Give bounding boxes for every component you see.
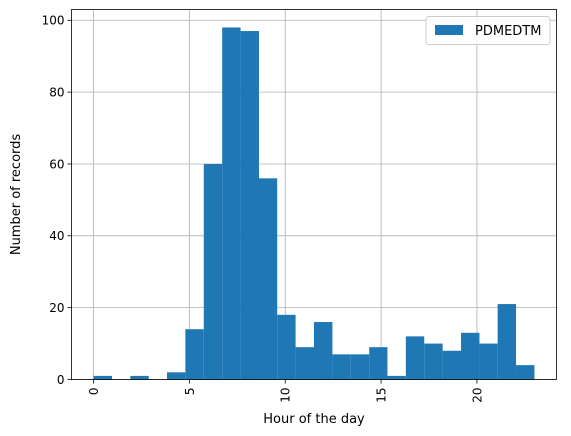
histogram-bar	[130, 375, 149, 380]
histogram-bar	[387, 375, 406, 380]
histogram-bar	[203, 163, 223, 380]
histogram-bar	[332, 354, 351, 380]
legend-swatch	[435, 25, 463, 35]
histogram-bar	[240, 31, 259, 380]
legend: PDMEDTM	[425, 16, 551, 45]
y-tick-label: 40	[49, 229, 64, 243]
histogram-bar	[461, 332, 480, 380]
histogram-bar	[350, 354, 370, 380]
histogram-bar	[93, 375, 112, 380]
x-tick-label: 10	[279, 388, 293, 403]
x-axis-ticks: 0 5 10 15 20	[87, 379, 484, 403]
histogram-bar	[166, 372, 186, 380]
histogram-bar	[258, 178, 278, 380]
x-tick-label: 0	[87, 388, 101, 396]
y-tick-label: 100	[42, 14, 65, 28]
y-tick-label: 20	[49, 301, 64, 315]
histogram-bar	[405, 336, 425, 380]
bars	[93, 27, 535, 380]
plot-frame	[71, 9, 557, 380]
x-axis-label: Hour of the day	[263, 412, 365, 427]
histogram-bar	[497, 304, 517, 380]
histogram-bar	[222, 27, 241, 380]
x-tick-label: 15	[375, 388, 389, 403]
histogram-bar	[295, 347, 314, 380]
y-tick-label: 80	[49, 85, 64, 99]
y-axis-ticks: 0 20 40 60 80 100	[42, 14, 72, 387]
histogram-bar	[424, 343, 443, 380]
legend-box	[425, 16, 551, 45]
y-axis-label: Number of records	[9, 134, 24, 256]
y-tick-label: 60	[49, 157, 64, 171]
histogram-bar	[185, 329, 204, 380]
histogram-bar	[369, 347, 388, 380]
histogram-bar	[479, 343, 498, 380]
histogram-bar	[442, 350, 462, 380]
x-tick-label: 5	[183, 388, 197, 396]
legend-label: PDMEDTM	[475, 24, 541, 39]
histogram-bar	[277, 314, 296, 380]
x-tick-label: 20	[470, 388, 484, 403]
histogram-bar	[314, 322, 333, 380]
histogram-bar	[516, 365, 535, 380]
y-tick-label: 0	[57, 373, 65, 387]
